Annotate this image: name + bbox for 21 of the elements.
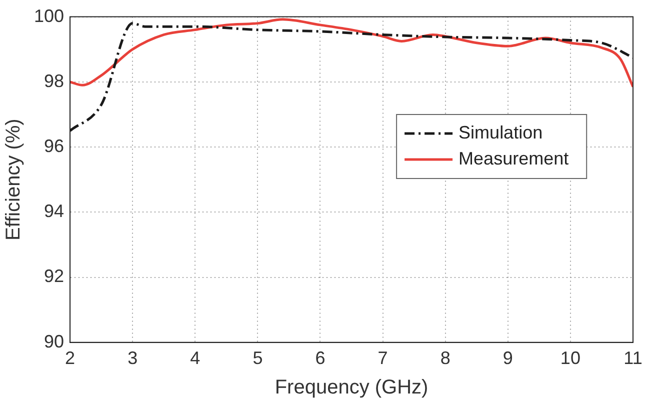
- x-tick-label: 3: [128, 348, 138, 368]
- y-tick-label: 96: [44, 136, 64, 156]
- y-tick-label: 94: [44, 201, 64, 222]
- x-tick-label: 9: [502, 348, 513, 368]
- x-tick-label: 6: [315, 348, 326, 368]
- x-tick-label: 10: [560, 348, 580, 368]
- x-tick-label: 8: [440, 348, 450, 368]
- x-tick-label: 7: [378, 348, 388, 368]
- y-tick-label: 98: [44, 70, 64, 91]
- y-tick-label: 90: [44, 331, 64, 352]
- x-tick-label: 2: [65, 348, 76, 368]
- x-tick-label: 4: [190, 348, 200, 368]
- x-tick-label: 11: [624, 348, 642, 368]
- line-series: [70, 18, 633, 88]
- legend-label: Measurement: [458, 148, 569, 168]
- x-tick-label: 5: [252, 348, 263, 368]
- y-tick-label: 92: [44, 266, 64, 286]
- y-axis-title: Efficiency (%): [2, 118, 25, 241]
- x-axis-title: Frequency (GHz): [274, 376, 428, 399]
- legend-label: Simulation: [458, 122, 543, 142]
- y-tick-label: 100: [34, 6, 64, 26]
